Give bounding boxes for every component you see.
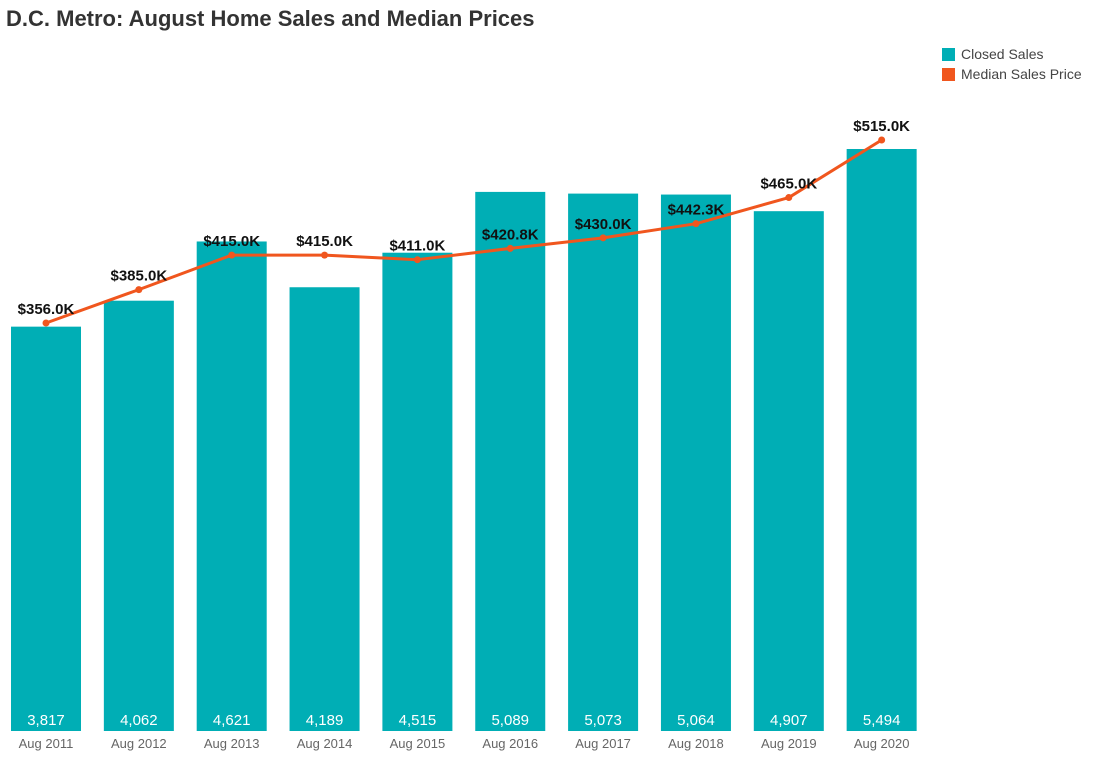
x-tick-label: Aug 2014 bbox=[297, 736, 353, 751]
x-tick-label: Aug 2013 bbox=[204, 736, 260, 751]
median-price-point bbox=[228, 251, 236, 259]
closed-sales-swatch bbox=[942, 47, 955, 61]
median-price-point bbox=[692, 220, 700, 228]
price-data-label: $415.0K bbox=[203, 233, 260, 250]
bar-closed-sales bbox=[753, 211, 824, 731]
median-price-point bbox=[506, 244, 514, 252]
legend-label-median-price: Median Sales Price bbox=[961, 66, 1082, 82]
price-data-label: $385.0K bbox=[110, 268, 167, 285]
price-data-label: $442.3K bbox=[668, 202, 725, 219]
bar-value-label: 4,515 bbox=[399, 712, 437, 729]
x-tick-label: Aug 2017 bbox=[575, 736, 631, 751]
price-data-label: $356.0K bbox=[18, 301, 75, 318]
x-tick-label: Aug 2015 bbox=[390, 736, 446, 751]
bar-value-label: 4,189 bbox=[306, 712, 344, 729]
median-price-point bbox=[785, 194, 793, 202]
bar-value-label: 4,621 bbox=[213, 712, 251, 729]
median-price-point bbox=[413, 256, 421, 264]
bar-value-label: 4,062 bbox=[120, 712, 158, 729]
chart-title: D.C. Metro: August Home Sales and Median… bbox=[6, 6, 535, 31]
bar-closed-sales bbox=[382, 252, 453, 731]
bar-closed-sales bbox=[846, 149, 917, 731]
bar-closed-sales bbox=[660, 194, 731, 731]
bar-closed-sales bbox=[103, 300, 174, 731]
price-data-label: $465.0K bbox=[760, 176, 817, 193]
bar-value-label: 5,089 bbox=[491, 712, 529, 729]
bar-closed-sales bbox=[11, 326, 81, 731]
x-tick-label: Aug 2020 bbox=[854, 736, 910, 751]
median-price-point bbox=[135, 286, 143, 294]
legend: Closed Sales Median Sales Price bbox=[942, 44, 1082, 84]
median-price-point bbox=[599, 234, 607, 242]
bar-closed-sales bbox=[196, 241, 267, 731]
x-tick-label: Aug 2016 bbox=[482, 736, 538, 751]
bar-value-label: 3,817 bbox=[27, 712, 65, 729]
bar-value-label: 5,073 bbox=[584, 712, 622, 729]
median-price-line bbox=[45, 138, 883, 325]
bar-value-label: 4,907 bbox=[770, 712, 808, 729]
legend-item-closed-sales: Closed Sales bbox=[942, 44, 1082, 64]
bar-value-label: 5,064 bbox=[677, 712, 715, 729]
legend-item-median-price: Median Sales Price bbox=[942, 64, 1082, 84]
bar-closed-sales bbox=[475, 191, 546, 731]
bar-closed-sales bbox=[289, 287, 360, 731]
median-price-point bbox=[42, 319, 50, 327]
bar-value-label: 5,494 bbox=[863, 712, 901, 729]
bar-closed-sales bbox=[568, 193, 639, 731]
legend-label-closed-sales: Closed Sales bbox=[961, 46, 1044, 62]
x-tick-label: Aug 2019 bbox=[761, 736, 817, 751]
median-price-point bbox=[321, 251, 329, 259]
x-tick-label: Aug 2011 bbox=[19, 736, 74, 751]
price-data-label: $515.0K bbox=[853, 118, 910, 135]
price-data-label: $411.0K bbox=[389, 238, 445, 255]
median-price-swatch bbox=[942, 67, 955, 81]
price-data-label: $415.0K bbox=[296, 233, 353, 250]
price-data-label: $430.0K bbox=[575, 216, 632, 233]
x-tick-label: Aug 2018 bbox=[668, 736, 724, 751]
median-price-point bbox=[878, 136, 886, 144]
price-data-label: $420.8K bbox=[482, 226, 539, 243]
x-tick-label: Aug 2012 bbox=[111, 736, 167, 751]
